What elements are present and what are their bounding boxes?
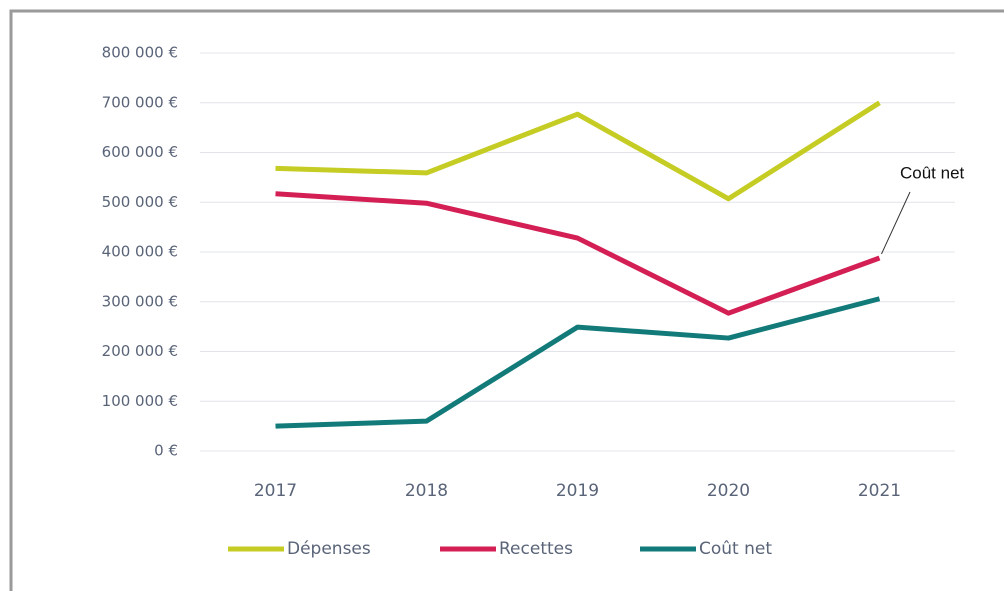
series-line (275, 191, 881, 316)
annotation-leader (881, 191, 911, 255)
x-tick-label: 2021 (858, 481, 901, 501)
x-tick-label: 2018 (405, 481, 448, 501)
y-tick-label: 300 000 € (102, 292, 178, 310)
series-line (275, 296, 881, 429)
x-tick-label: 2020 (707, 481, 750, 501)
y-tick-label: 600 000 € (102, 143, 178, 161)
frame (9, 9, 1004, 591)
y-tick-label: 700 000 € (102, 93, 178, 111)
x-tick-label: 2017 (254, 481, 297, 501)
legend-label: Dépenses (287, 539, 371, 559)
y-tick-label: 100 000 € (102, 392, 178, 410)
y-tick-label: 0 € (154, 442, 178, 460)
series-line (275, 100, 881, 202)
x-tick-label: 2019 (556, 481, 599, 501)
legend-label: Coût net (699, 539, 772, 559)
y-tick-label: 200 000 € (102, 342, 178, 360)
annotation: Coût net (900, 163, 965, 182)
y-tick-label: 500 000 € (102, 193, 178, 211)
y-tick-label: 400 000 € (102, 243, 178, 261)
legend-label: Recettes (499, 539, 573, 559)
y-tick-label: 800 000 € (102, 44, 178, 62)
